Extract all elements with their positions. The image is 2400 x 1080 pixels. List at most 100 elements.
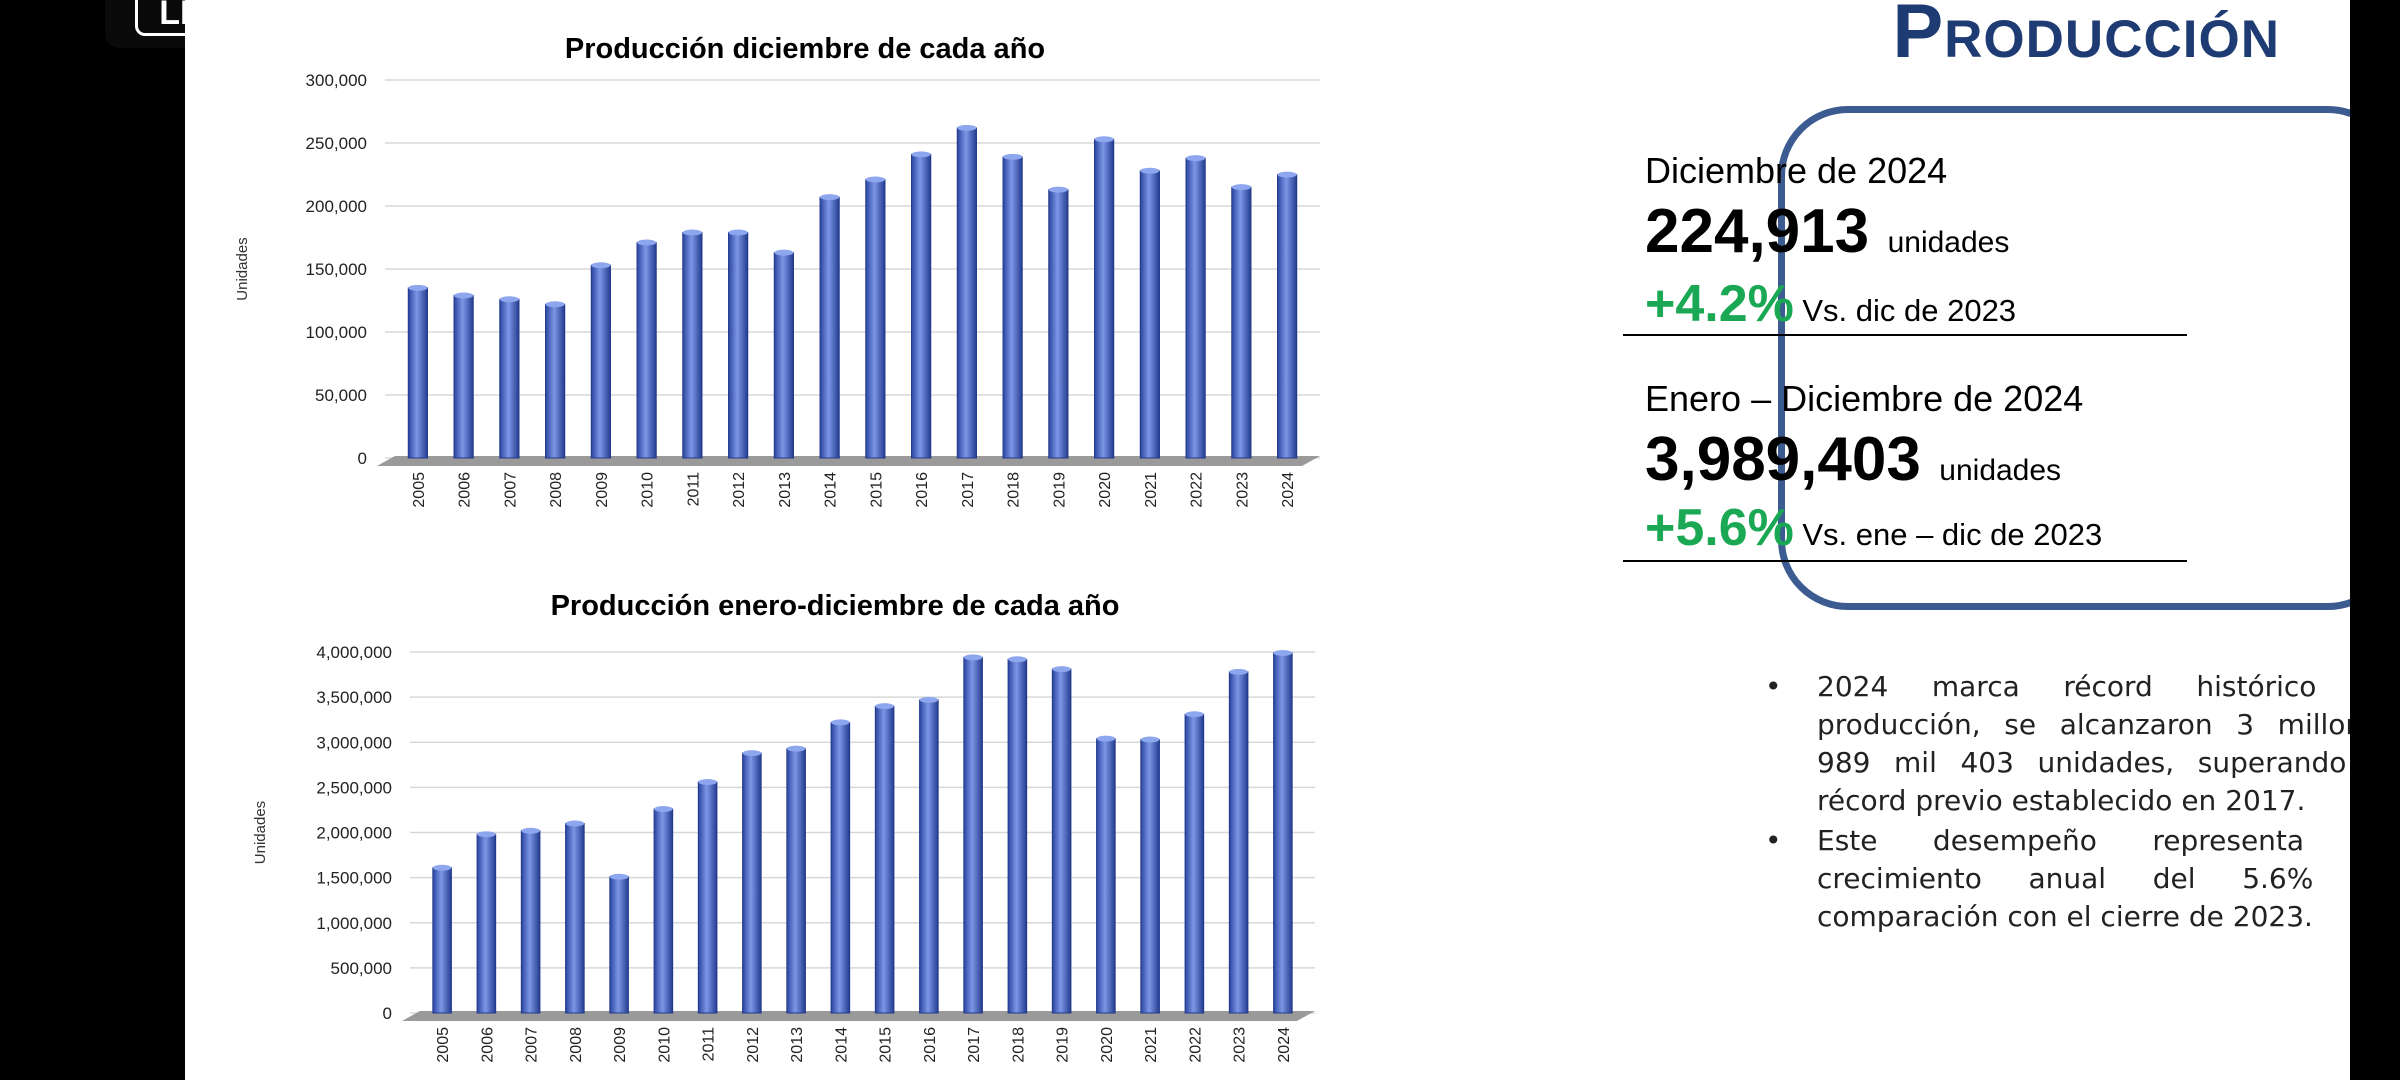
bullet-item: Este desempeño representa un crecimiento… bbox=[1765, 822, 2350, 936]
x-tick-label: 2021 bbox=[1143, 1027, 1160, 1063]
bar bbox=[963, 656, 983, 1014]
bar bbox=[653, 808, 674, 1014]
bar bbox=[636, 242, 657, 459]
bar-top bbox=[1140, 736, 1160, 743]
summary-change-december-row: +4.2% Vs. dic de 2023 bbox=[1645, 274, 2016, 334]
bar bbox=[565, 822, 585, 1014]
bar bbox=[545, 303, 566, 459]
x-tick-label: 2021 bbox=[1143, 472, 1160, 508]
x-tick-label: 2019 bbox=[1051, 472, 1068, 508]
chart-title: Producción enero-diciembre de cada año bbox=[551, 590, 1120, 622]
bar bbox=[1277, 174, 1298, 459]
summary-box bbox=[1778, 106, 2350, 610]
x-tick-label: 2024 bbox=[1276, 1027, 1293, 1063]
y-tick-label: 1,500,000 bbox=[316, 869, 392, 888]
x-tick-label: 2023 bbox=[1234, 472, 1251, 508]
bar bbox=[1140, 739, 1160, 1014]
bar bbox=[1094, 138, 1115, 459]
x-tick-label: 2011 bbox=[685, 472, 702, 507]
summary-compare-december: Vs. dic de 2023 bbox=[1802, 293, 2017, 328]
bar-top bbox=[499, 296, 519, 303]
y-tick-label: 200,000 bbox=[306, 197, 367, 216]
summary-change-december: +4.2% bbox=[1645, 275, 1794, 333]
bar-top bbox=[591, 262, 611, 269]
y-tick-label: 3,000,000 bbox=[316, 733, 392, 752]
y-tick-label: 50,000 bbox=[315, 386, 367, 405]
x-tick-label: 2018 bbox=[1006, 472, 1023, 508]
bar bbox=[1096, 738, 1116, 1014]
y-tick-label: 3,500,000 bbox=[316, 688, 392, 707]
bar-top bbox=[1186, 155, 1206, 162]
bar-top bbox=[545, 301, 565, 308]
bar bbox=[1048, 189, 1069, 459]
x-tick-label: 2017 bbox=[960, 472, 977, 508]
bullet-list: 2024 marca récord histórico en producció… bbox=[1765, 668, 2350, 938]
bar bbox=[520, 830, 541, 1014]
summary-change-annual-row: +5.6% Vs. ene – dic de 2023 bbox=[1645, 498, 2102, 558]
summary-compare-annual: Vs. ene – dic de 2023 bbox=[1802, 517, 2103, 552]
bar-top bbox=[919, 696, 939, 703]
bar-top bbox=[408, 284, 428, 291]
x-tick-label: 2009 bbox=[594, 472, 611, 508]
x-tick-label: 2005 bbox=[435, 1027, 452, 1063]
x-tick-label: 2019 bbox=[1055, 1027, 1072, 1063]
bar-top bbox=[637, 239, 657, 246]
bar-top bbox=[1008, 656, 1027, 663]
bar bbox=[432, 867, 452, 1014]
bar-top bbox=[831, 719, 850, 726]
bar bbox=[1139, 170, 1160, 459]
bar-top bbox=[774, 249, 794, 256]
bar bbox=[773, 252, 794, 459]
chart-december-production: Producción diciembre de cada año Unidades… bbox=[234, 33, 1320, 508]
x-tick-label: 2012 bbox=[731, 472, 748, 508]
bar-top bbox=[454, 292, 474, 299]
bar-top bbox=[957, 124, 977, 131]
y-tick-label: 250,000 bbox=[306, 134, 367, 153]
bar-top bbox=[865, 176, 885, 183]
chart-floor bbox=[402, 1011, 1315, 1021]
summary-period-annual: Enero – Diciembre de 2024 bbox=[1645, 378, 2084, 419]
bar bbox=[742, 752, 762, 1014]
y-axis-label: Unidades bbox=[252, 801, 269, 864]
summary-change-annual: +5.6% bbox=[1645, 499, 1794, 557]
bar-top bbox=[432, 864, 452, 871]
bar bbox=[1002, 156, 1023, 459]
bar bbox=[830, 721, 851, 1014]
bar bbox=[819, 196, 840, 459]
bar-top bbox=[1140, 167, 1160, 174]
bar-top bbox=[1229, 668, 1248, 675]
x-tick-label: 2023 bbox=[1232, 1027, 1249, 1063]
bar bbox=[1228, 671, 1249, 1014]
x-tick-label: 2010 bbox=[656, 1027, 673, 1063]
bar bbox=[1184, 713, 1205, 1014]
summary-divider-2 bbox=[1623, 560, 2187, 562]
summary-value-annual: 3,989,403 bbox=[1645, 425, 1921, 494]
bar bbox=[1051, 668, 1072, 1014]
bar-top bbox=[911, 151, 931, 158]
bar bbox=[786, 748, 806, 1014]
bar-top bbox=[1048, 186, 1068, 193]
bar bbox=[874, 705, 895, 1014]
bar bbox=[682, 231, 703, 459]
bar-top bbox=[742, 750, 762, 757]
x-tick-label: 2005 bbox=[411, 472, 428, 508]
x-tick-label: 2014 bbox=[823, 472, 840, 508]
bar-top bbox=[1003, 153, 1023, 160]
x-tick-label: 2011 bbox=[701, 1027, 718, 1062]
x-tick-label: 2015 bbox=[868, 472, 885, 508]
slide-title-text: Producción bbox=[1892, 0, 2280, 74]
chart-floor bbox=[377, 456, 1320, 466]
bar-top bbox=[1273, 649, 1293, 656]
y-tick-label: 150,000 bbox=[306, 260, 367, 279]
summary-unit-december: unidades bbox=[1887, 226, 2010, 259]
slide-title: Producción bbox=[1892, 0, 2280, 75]
bar-top bbox=[1096, 735, 1116, 742]
x-tick-label: 2017 bbox=[966, 1027, 983, 1063]
bullet-item: 2024 marca récord histórico en producció… bbox=[1765, 668, 2350, 820]
x-tick-label: 2018 bbox=[1010, 1027, 1027, 1063]
bar-top bbox=[521, 827, 540, 834]
x-tick-label: 2022 bbox=[1187, 1027, 1204, 1063]
y-tick-label: 0 bbox=[383, 1004, 392, 1023]
bar bbox=[1273, 652, 1293, 1014]
bar-top bbox=[875, 703, 894, 710]
